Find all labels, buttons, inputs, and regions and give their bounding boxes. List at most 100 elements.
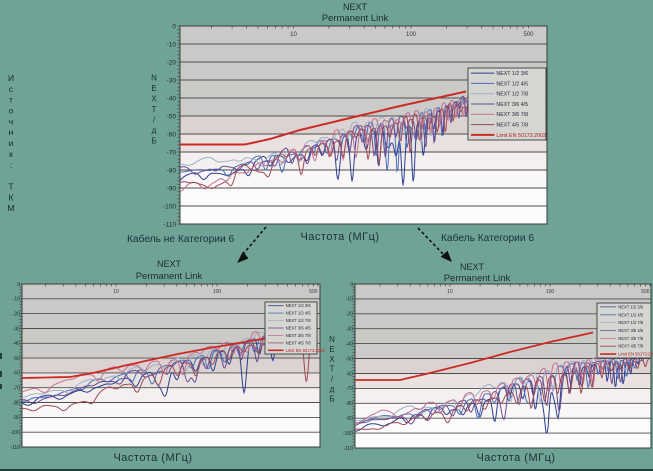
svg-text:-60: -60 [346, 371, 353, 377]
svg-text:NEXT 3/6 4/5: NEXT 3/6 4/5 [618, 328, 644, 333]
svg-text:д: д [330, 385, 335, 394]
svg-text:-90: -90 [346, 416, 353, 422]
svg-text:-90: -90 [167, 185, 177, 192]
svg-text:К: К [9, 192, 14, 202]
svg-text:Б: Б [151, 137, 156, 146]
svg-text:NEXT 1/2 4/5: NEXT 1/2 4/5 [618, 312, 644, 317]
svg-text:10: 10 [113, 289, 119, 295]
svg-text:-10: -10 [346, 297, 353, 303]
svg-text:и: и [9, 138, 14, 148]
svg-text:100: 100 [546, 289, 555, 295]
svg-text:NEXT 4/5 7/8: NEXT 4/5 7/8 [496, 123, 528, 129]
svg-text:н: н [9, 127, 14, 137]
svg-text:Б: Б [329, 394, 334, 403]
svg-text:NEXT 1/2 7/8: NEXT 1/2 7/8 [286, 318, 312, 323]
svg-text:-20: -20 [346, 312, 353, 318]
svg-text:NEXT 1/2 3/6: NEXT 1/2 3/6 [618, 304, 644, 309]
svg-text:-80: -80 [346, 401, 353, 407]
svg-text:о: о [9, 106, 14, 116]
svg-text:И: И [8, 73, 14, 83]
svg-text:Т: Т [8, 182, 13, 192]
svg-text:т: т [9, 95, 13, 105]
svg-text:/: / [331, 375, 334, 384]
svg-text:-100: -100 [163, 203, 176, 210]
svg-text:М: М [7, 203, 14, 213]
svg-text:NEXT: NEXT [157, 259, 182, 269]
svg-text:10: 10 [447, 289, 453, 295]
svg-text:500: 500 [309, 289, 318, 295]
svg-text:NEXT 4/5 7/8: NEXT 4/5 7/8 [618, 344, 644, 349]
svg-text:к: к [9, 149, 13, 159]
svg-text:NEXT 1/2 4/5: NEXT 1/2 4/5 [496, 81, 528, 87]
svg-text:T: T [330, 365, 335, 374]
svg-text:-70: -70 [167, 149, 177, 156]
svg-text:NEXT 1/2 3/6: NEXT 1/2 3/6 [286, 303, 312, 308]
svg-text:X: X [151, 95, 157, 104]
svg-text:500: 500 [523, 32, 534, 38]
svg-text:-40: -40 [13, 341, 20, 347]
svg-text:Кабель Категории 6: Кабель Категории 6 [441, 232, 534, 244]
svg-text:NEXT 3/6 4/5: NEXT 3/6 4/5 [496, 102, 528, 108]
svg-text:с: с [9, 84, 14, 94]
svg-text:-110: -110 [163, 221, 176, 228]
svg-text:Limit EN 50173:2002: Limit EN 50173:2002 [618, 352, 653, 357]
svg-text:Кабель не Категории 6: Кабель не Категории 6 [127, 233, 234, 245]
svg-text:-30: -30 [167, 77, 177, 84]
svg-text:-50: -50 [167, 113, 177, 120]
svg-text:X: X [329, 355, 335, 364]
svg-text:-80: -80 [167, 167, 177, 174]
svg-text:Limit EN 50173:2002: Limit EN 50173:2002 [286, 348, 326, 353]
svg-text:-10: -10 [167, 41, 177, 48]
svg-text:-110: -110 [10, 445, 20, 451]
svg-text:-30: -30 [13, 326, 20, 332]
svg-text:-80: -80 [13, 400, 20, 406]
svg-text:Limit EN 50173:2002: Limit EN 50173:2002 [496, 133, 546, 139]
svg-text:-10: -10 [13, 297, 20, 303]
svg-text:Частота (МГц): Частота (МГц) [300, 231, 379, 243]
svg-text:-30: -30 [346, 327, 353, 333]
svg-text:-70: -70 [346, 386, 353, 392]
svg-text:/: / [153, 116, 156, 125]
svg-text:NEXT 1/2 7/8: NEXT 1/2 7/8 [496, 92, 528, 98]
svg-text:NEXT 3/6 7/8: NEXT 3/6 7/8 [618, 336, 644, 341]
svg-text:NEXT 3/6 7/8: NEXT 3/6 7/8 [496, 112, 528, 118]
svg-text:-60: -60 [167, 131, 177, 138]
svg-text:100: 100 [213, 289, 222, 295]
svg-text:NEXT: NEXT [460, 262, 485, 272]
svg-text:-50: -50 [346, 356, 353, 362]
svg-text:100: 100 [406, 32, 417, 38]
svg-text:-90: -90 [13, 415, 20, 421]
svg-text:N: N [151, 74, 157, 83]
svg-text::: : [10, 160, 12, 170]
svg-text:-40: -40 [167, 95, 177, 102]
svg-text:-100: -100 [343, 431, 353, 437]
svg-text:E: E [329, 345, 334, 354]
svg-text:Частота (МГц): Частота (МГц) [476, 452, 555, 464]
svg-text:NEXT: NEXT [343, 2, 368, 12]
svg-text:NEXT 3/6 7/8: NEXT 3/6 7/8 [286, 333, 312, 338]
svg-text:NEXT 1/2 3/6: NEXT 1/2 3/6 [496, 71, 528, 77]
svg-text:NEXT 1/2 7/8: NEXT 1/2 7/8 [618, 320, 644, 325]
svg-text:NEXT 4/5 7/8: NEXT 4/5 7/8 [286, 340, 312, 345]
svg-text:-110: -110 [343, 446, 353, 452]
svg-text:-20: -20 [13, 311, 20, 317]
svg-text:10: 10 [290, 32, 297, 38]
svg-text:ч: ч [9, 116, 13, 126]
svg-text:-100: -100 [10, 430, 20, 436]
svg-text:Permanent Link: Permanent Link [444, 273, 511, 284]
svg-text:-60: -60 [13, 371, 20, 377]
svg-text:NEXT 3/6 4/5: NEXT 3/6 4/5 [286, 326, 312, 331]
svg-text:T: T [152, 105, 157, 114]
svg-text:E: E [151, 84, 156, 93]
svg-text:-20: -20 [167, 59, 177, 66]
svg-text:Частота (МГц): Частота (МГц) [113, 452, 192, 464]
svg-text:-70: -70 [13, 386, 20, 392]
svg-text:д: д [152, 126, 157, 135]
svg-text:-50: -50 [13, 356, 20, 362]
svg-text:0: 0 [172, 23, 176, 30]
svg-text:-40: -40 [346, 341, 353, 347]
svg-text:Permanent Link: Permanent Link [322, 13, 389, 24]
svg-text:Permanent Link: Permanent Link [136, 271, 203, 282]
svg-text:500: 500 [641, 289, 650, 295]
svg-text:0: 0 [350, 282, 353, 288]
